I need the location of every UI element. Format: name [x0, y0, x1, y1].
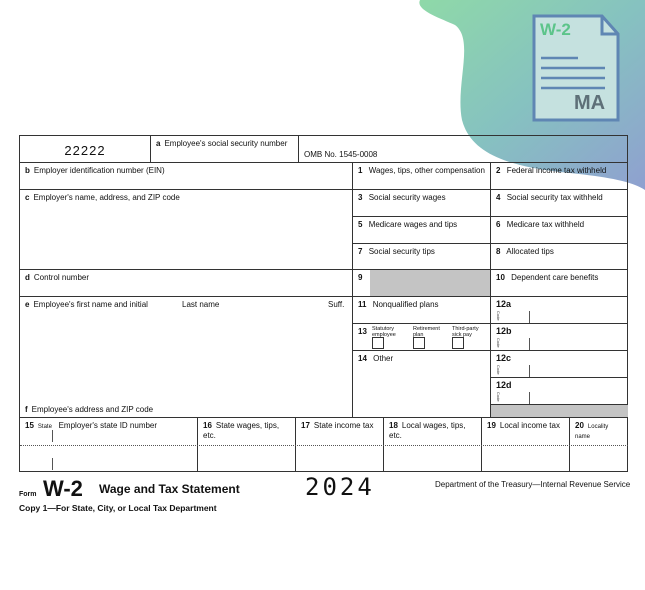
badge-state: MA [574, 92, 606, 114]
box-1[interactable]: 1 Wages, tips, other compensation [353, 163, 491, 190]
box-12a[interactable]: 12a Code [491, 297, 628, 324]
code-label: Code [496, 338, 501, 348]
box-12c[interactable]: 12c Code [491, 351, 628, 378]
box-a-ssn[interactable]: a Employee's social security number [151, 136, 299, 163]
box-3[interactable]: 3 Social security wages [353, 190, 491, 217]
box-12b-label: 12b [496, 326, 512, 336]
code-label: Code [496, 311, 501, 321]
box-c-employer[interactable]: c Employer's name, address, and ZIP code [20, 190, 353, 270]
box-7[interactable]: 7 Social security tips [353, 244, 491, 270]
statutory-employee-label: Statutory employee [372, 326, 396, 339]
box-8[interactable]: 8 Allocated tips [491, 244, 628, 270]
control-code: 22222 [20, 136, 151, 163]
box-20[interactable]: 20 Locality name [575, 421, 609, 441]
box-9[interactable]: 9 [353, 270, 491, 297]
w2-ma-document-icon: W-2 MA [532, 14, 620, 122]
box-10[interactable]: 10 Dependent care benefits [491, 270, 628, 297]
box-6[interactable]: 6 Medicare tax withheld [491, 217, 628, 244]
retirement-plan-label: Retirement plan [413, 326, 440, 339]
code-label: Code [496, 392, 501, 402]
department: Department of the Treasury—Internal Reve… [435, 480, 631, 489]
box-4[interactable]: 4 Social security tax withheld [491, 190, 628, 217]
box-12b[interactable]: 12b Code [491, 324, 628, 351]
state-row-divider [20, 445, 628, 446]
third-party-sick-pay-label: Third-party sick pay [452, 326, 479, 339]
retirement-plan-checkbox[interactable] [413, 337, 425, 349]
box-d-control-number[interactable]: d Control number [20, 270, 353, 297]
box-12d-label: 12d [496, 380, 512, 390]
form-word: Form [19, 491, 37, 498]
last-name-label: Last name [182, 300, 220, 309]
code-label: Code [496, 365, 501, 375]
box-e-employee[interactable]: e Employee's first name and initial Last … [20, 297, 353, 418]
form-name: W-2 [43, 476, 83, 501]
box-5[interactable]: 5 Medicare wages and tips [353, 217, 491, 244]
box-14[interactable]: 14 Other [353, 351, 491, 418]
w2-form: 22222 a Employee's social security number… [19, 135, 628, 472]
box-12a-label: 12a [496, 299, 512, 309]
suffix-label: Suff. [328, 300, 345, 309]
box-f-label: f Employee's address and ZIP code [25, 405, 154, 414]
statutory-employee-checkbox[interactable] [372, 337, 384, 349]
copy-label: Copy 1—For State, City, or Local Tax Dep… [19, 503, 217, 513]
third-party-sick-pay-checkbox[interactable] [452, 337, 464, 349]
box-12d[interactable]: 12d Code [491, 378, 628, 405]
box-2[interactable]: 2 Federal income tax withheld [491, 163, 628, 190]
box-12c-label: 12c [496, 353, 512, 363]
tax-year: 2024 [305, 473, 375, 501]
badge-title: W-2 [540, 20, 571, 39]
box-13: 13 Statutory employee Retirement plan Th… [353, 324, 491, 351]
box-b-ein[interactable]: b Employer identification number (EIN) [20, 163, 353, 190]
form-title: Wage and Tax Statement [99, 482, 240, 496]
box-11[interactable]: 11 Nonqualified plans [353, 297, 491, 324]
omb-number: OMB No. 1545-0008 [299, 136, 628, 163]
